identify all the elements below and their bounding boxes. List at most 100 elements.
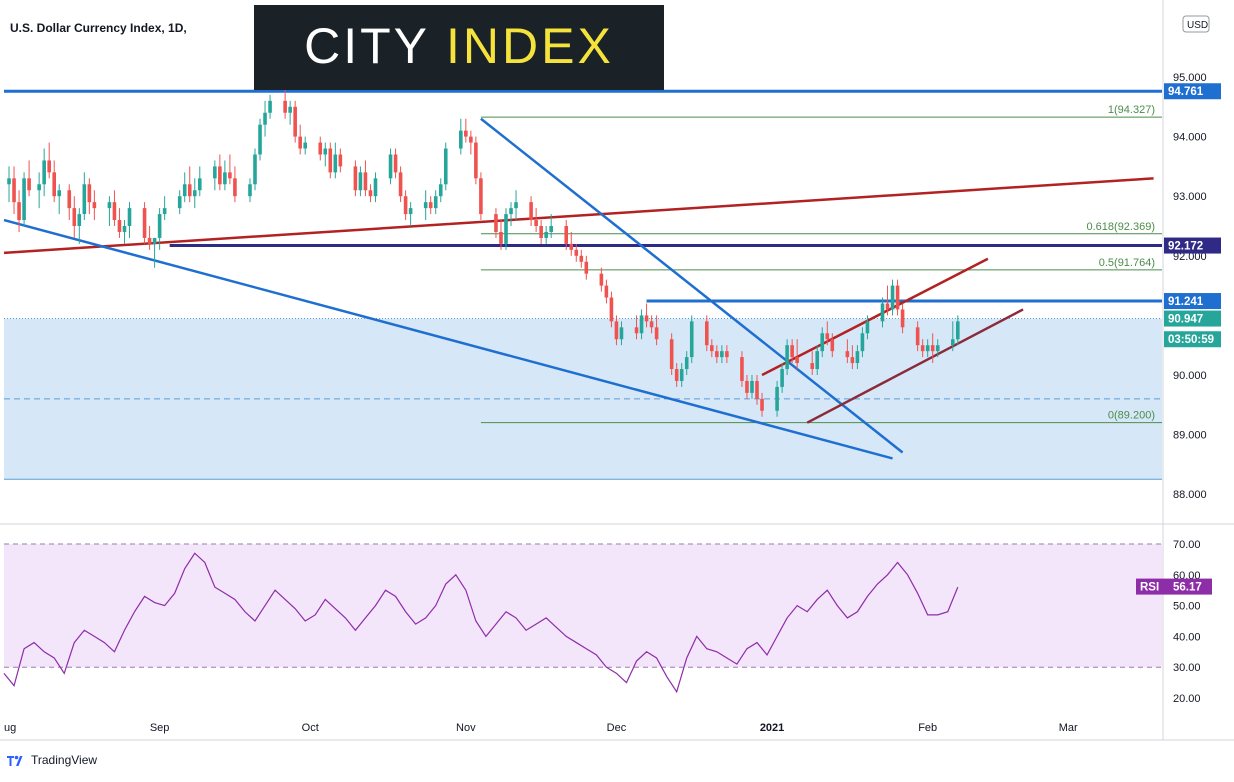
candle-body: [213, 166, 217, 179]
candle-body: [57, 190, 62, 197]
candle-body: [549, 226, 553, 232]
candle-body: [248, 184, 252, 197]
candle-body: [263, 112, 267, 125]
candle-body: [845, 351, 850, 358]
candle-body: [127, 208, 132, 226]
candle-body: [22, 178, 26, 221]
candle-body: [218, 166, 222, 185]
candle-body: [850, 357, 855, 364]
candle-body: [268, 100, 272, 113]
rsi-badge-value: 56.17: [1173, 582, 1202, 594]
candle-body: [599, 273, 604, 286]
price-badge-bg: [1164, 293, 1221, 310]
candle-body: [745, 380, 749, 393]
price-axis-tick: 93.000: [1173, 191, 1207, 203]
time-axis-label: 2021: [760, 722, 784, 734]
candle-body: [820, 333, 825, 352]
candle-body: [534, 220, 538, 226]
time-axis-label: Dec: [607, 722, 627, 734]
candle-body: [669, 339, 674, 370]
chart-title: U.S. Dollar Currency Index, 1D,: [10, 21, 187, 35]
candle-body: [780, 369, 784, 387]
candle-body: [579, 255, 584, 262]
candle-body: [509, 208, 513, 215]
rsi-band: [4, 544, 1162, 668]
candle-body: [755, 380, 759, 399]
rsi-axis-tick: 20.00: [1173, 693, 1201, 705]
candle-body: [710, 345, 714, 352]
candle-body: [740, 357, 744, 381]
candle-body: [7, 178, 11, 185]
candle-body: [705, 321, 709, 346]
candle-body: [679, 369, 684, 381]
candle-body: [393, 154, 398, 173]
time-axis-label: Feb: [918, 722, 937, 734]
candle-body: [72, 208, 77, 226]
candle-body: [27, 178, 31, 191]
candle-body: [885, 303, 890, 310]
rsi-badge-bg: [1136, 578, 1212, 595]
candle-body: [499, 231, 503, 244]
candle-body: [363, 172, 368, 191]
candle-body: [569, 243, 574, 250]
logo-text: CITY INDEX: [304, 18, 614, 74]
candle-body: [920, 345, 925, 352]
currency-box: [1182, 15, 1210, 33]
time-axis-label: Nov: [456, 722, 476, 734]
candle-body: [785, 345, 789, 370]
candle-body: [87, 184, 92, 203]
currency-label: USD: [1187, 20, 1208, 31]
candle-body: [428, 202, 433, 209]
candle-body: [398, 172, 403, 197]
candle-body: [253, 154, 257, 185]
candle-body: [634, 327, 639, 334]
price-badge: 90.947: [1168, 314, 1203, 326]
candle-body: [177, 196, 182, 209]
candle-body: [182, 184, 187, 197]
candle-body: [750, 380, 754, 393]
candle-body: [604, 285, 609, 298]
price-axis-tick: 88.000: [1173, 489, 1207, 501]
logo-background: [254, 5, 664, 90]
candle-body: [760, 398, 764, 411]
trendline: [761, 257, 989, 377]
time-axis-label: Oct: [302, 722, 319, 734]
candle-body: [830, 339, 835, 352]
price-badge-bg: [1164, 83, 1221, 100]
candle-body: [860, 333, 865, 352]
candle-body: [443, 148, 448, 185]
candle-body: [674, 369, 679, 381]
tradingview-logo-icon: [7, 755, 23, 766]
candle-body: [514, 202, 518, 209]
candle-body: [223, 172, 227, 185]
candle-body: [689, 321, 694, 358]
rsi-axis-tick: 30.00: [1173, 662, 1201, 674]
candle-body: [142, 208, 147, 238]
tradingview-brand: TradingView: [31, 753, 98, 767]
price-badge-bg: [1164, 331, 1221, 348]
candle-body: [37, 184, 41, 191]
candle-body: [855, 351, 860, 364]
candle-body: [107, 202, 112, 209]
candle-body: [358, 172, 363, 191]
candle-body: [283, 100, 287, 113]
candle-body: [408, 208, 413, 215]
price-badge: 91.241: [1168, 296, 1204, 308]
candle-body: [715, 351, 719, 358]
price-axis-tick: 89.000: [1173, 430, 1207, 442]
candle-body: [433, 196, 438, 209]
trendline: [3, 218, 893, 460]
candle-body: [82, 184, 87, 215]
candle-body: [293, 106, 297, 137]
candle-body: [67, 190, 72, 209]
candle-body: [323, 148, 328, 155]
footer[interactable]: TradingView: [6, 750, 97, 770]
candle-body: [288, 106, 292, 113]
candle-body: [403, 196, 408, 215]
rsi-line: [3, 552, 959, 694]
candle-body: [584, 261, 589, 274]
price-badge-bg: [1164, 237, 1221, 254]
candle-body: [469, 136, 473, 143]
fib-level-label: 0.618(92.369): [1087, 221, 1156, 233]
